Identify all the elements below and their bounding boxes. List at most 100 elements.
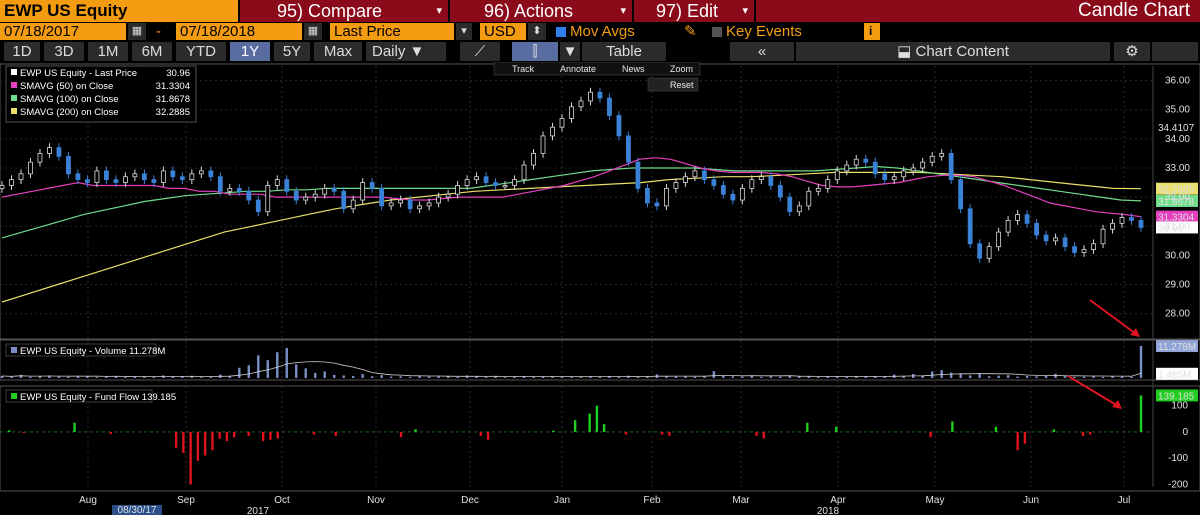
candle-body[interactable]	[948, 153, 954, 181]
volume-bar[interactable]	[238, 367, 241, 378]
volume-bar[interactable]	[1006, 375, 1010, 378]
candle-body[interactable]	[588, 91, 593, 102]
volume-bar[interactable]	[295, 364, 298, 378]
candle-body[interactable]	[768, 176, 774, 186]
candle-body[interactable]	[464, 179, 470, 186]
chart-content-button[interactable]: ⬓ Chart Content	[796, 42, 1110, 61]
candle-body[interactable]	[531, 153, 536, 166]
volume-bar[interactable]	[257, 355, 260, 378]
volume-bar[interactable]	[987, 376, 991, 378]
flow-bar[interactable]	[312, 431, 316, 435]
chevron-down-icon[interactable]: ▾	[456, 23, 472, 40]
candle-body[interactable]	[1034, 222, 1039, 236]
candle-body[interactable]	[303, 196, 309, 201]
candle-body[interactable]	[664, 187, 669, 207]
candle-body[interactable]	[1091, 243, 1096, 250]
candle-body[interactable]	[521, 164, 527, 181]
volume-bar[interactable]	[19, 374, 23, 378]
volume-bar[interactable]	[864, 376, 867, 378]
volume-bar[interactable]	[589, 376, 592, 378]
volume-bar[interactable]	[817, 376, 820, 378]
candle-body[interactable]	[626, 135, 631, 163]
volume-bar[interactable]	[978, 373, 981, 378]
candle-body[interactable]	[179, 176, 185, 181]
volume-bar[interactable]	[399, 376, 402, 378]
flow-bar[interactable]	[994, 426, 998, 432]
volume-bar[interactable]	[551, 376, 554, 378]
candle-body[interactable]	[388, 202, 394, 207]
volume-bar[interactable]	[427, 376, 431, 378]
volume-bar[interactable]	[788, 375, 792, 378]
candle-body[interactable]	[569, 106, 574, 119]
flow-bar[interactable]	[247, 431, 250, 436]
volume-bar[interactable]	[949, 372, 953, 378]
candle-body[interactable]	[113, 179, 119, 183]
volume-bar[interactable]	[1139, 345, 1143, 378]
candle-body[interactable]	[692, 170, 698, 178]
candle-body[interactable]	[929, 155, 935, 163]
flow-bar[interactable]	[479, 431, 483, 436]
period-1y-button[interactable]: 1Y	[230, 42, 270, 61]
candle-body[interactable]	[170, 170, 176, 178]
volume-bar[interactable]	[57, 376, 61, 378]
candle-body[interactable]	[227, 187, 233, 192]
candle-body[interactable]	[806, 190, 812, 207]
volume-bar[interactable]	[1101, 376, 1105, 378]
candle-body[interactable]	[483, 176, 489, 183]
volume-bar[interactable]	[437, 376, 440, 378]
candle-body[interactable]	[1024, 214, 1030, 224]
flow-bar[interactable]	[196, 431, 200, 461]
volume-bar[interactable]	[1016, 376, 1019, 378]
flow-bar[interactable]	[951, 421, 954, 432]
volume-bar[interactable]	[1054, 373, 1057, 378]
candle-body[interactable]	[236, 187, 242, 192]
volume-bar[interactable]	[105, 376, 108, 378]
volume-bar[interactable]	[209, 376, 213, 378]
period-6m-button[interactable]: 6M	[132, 42, 172, 61]
candle-body[interactable]	[350, 199, 356, 210]
volume-bar[interactable]	[579, 377, 583, 378]
collapse-button[interactable]: «	[730, 42, 794, 61]
flow-bar[interactable]	[109, 431, 113, 435]
candle-body[interactable]	[910, 167, 916, 172]
candle-icon[interactable]: ⫿	[512, 42, 558, 61]
gear-icon[interactable]: ⚙	[1114, 42, 1150, 61]
frequency-select[interactable]: Daily ▼	[366, 42, 446, 61]
volume-bar[interactable]	[67, 376, 70, 378]
volume-bar[interactable]	[930, 371, 934, 378]
volume-bar[interactable]	[228, 375, 231, 378]
candle-body[interactable]	[597, 91, 603, 99]
candle-body[interactable]	[208, 170, 214, 178]
flow-bar[interactable]	[22, 431, 25, 433]
volume-bar[interactable]	[314, 372, 317, 378]
volume-bar[interactable]	[646, 376, 649, 378]
table-button[interactable]: Table	[582, 42, 666, 61]
candle-body[interactable]	[996, 231, 1002, 248]
volume-bar[interactable]	[48, 375, 51, 378]
flow-bar[interactable]	[762, 431, 765, 439]
volume-bar[interactable]	[266, 360, 269, 378]
volume-bar[interactable]	[731, 376, 735, 378]
volume-bar[interactable]	[133, 376, 137, 378]
candle-body[interactable]	[1081, 249, 1087, 253]
calendar-icon[interactable]: ▦	[128, 23, 146, 40]
flow-bar[interactable]	[660, 431, 664, 435]
volume-bar[interactable]	[351, 376, 355, 378]
actions-menu[interactable]: 96) Actions ▾	[450, 0, 632, 22]
candle-body[interactable]	[94, 170, 100, 183]
flow-bar[interactable]	[218, 431, 221, 439]
candle-body[interactable]	[958, 179, 964, 210]
volume-bar[interactable]	[598, 376, 602, 378]
candle-body[interactable]	[122, 176, 128, 183]
candle-body[interactable]	[255, 199, 261, 213]
candle-body[interactable]	[1129, 217, 1134, 221]
flow-bar[interactable]	[668, 431, 671, 436]
candle-body[interactable]	[493, 182, 498, 186]
candle-body[interactable]	[407, 199, 413, 210]
candle-body[interactable]	[711, 179, 717, 186]
candle-body[interactable]	[331, 187, 337, 192]
flow-bar[interactable]	[1023, 431, 1027, 444]
flow-bar[interactable]	[806, 422, 809, 432]
candle-body[interactable]	[720, 185, 726, 195]
